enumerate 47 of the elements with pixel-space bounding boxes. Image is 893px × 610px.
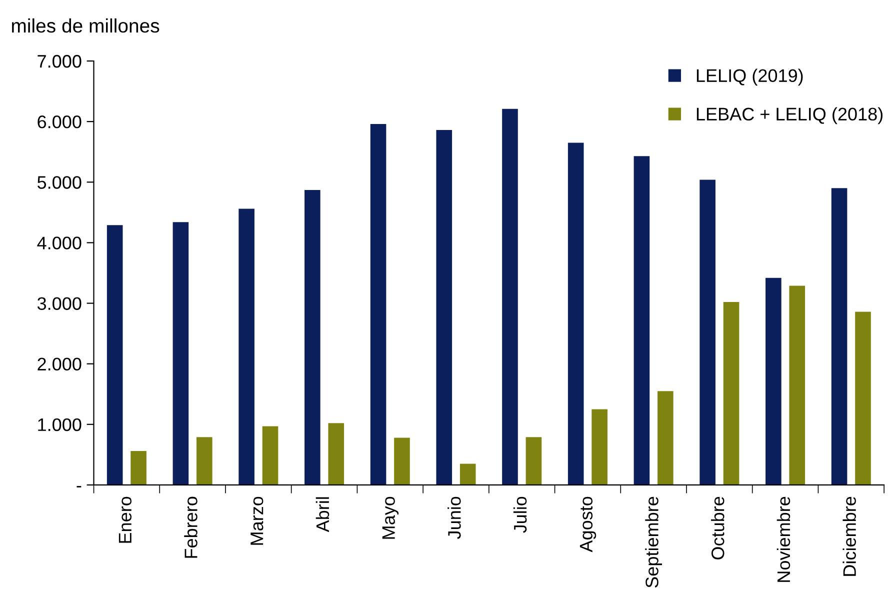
bar <box>328 423 344 485</box>
bar <box>394 438 410 485</box>
x-tick-label: Diciembre <box>842 496 856 576</box>
y-axis-title: miles de millones <box>12 18 160 33</box>
bar <box>766 278 782 485</box>
x-tick-label: Noviembre <box>776 496 790 582</box>
bar <box>526 437 542 485</box>
x-tick-label: Junio <box>448 496 461 539</box>
bar <box>700 180 716 485</box>
x-tick-label: Septiembre <box>645 496 662 588</box>
bar <box>196 437 212 485</box>
bar <box>592 409 608 485</box>
bar <box>634 156 650 485</box>
bar <box>460 464 476 485</box>
bar <box>658 391 674 485</box>
bar <box>238 208 254 485</box>
bar <box>370 124 386 485</box>
bar <box>262 426 278 485</box>
bar <box>568 142 584 485</box>
y-tick-label: 3.000 <box>37 297 82 310</box>
bar <box>723 302 740 485</box>
y-tick-label: 5.000 <box>38 176 82 189</box>
x-tick-label: Julio <box>513 496 527 533</box>
bar <box>855 312 871 485</box>
x-tick-label: Octubre <box>711 496 724 560</box>
bar <box>436 130 452 485</box>
x-tick-label: Abril <box>316 497 330 532</box>
x-tick-label: Enero <box>118 496 132 543</box>
bar <box>831 188 848 485</box>
x-tick-label: Agosto <box>580 496 596 552</box>
bar <box>172 222 189 485</box>
x-tick-label: Marzo <box>250 496 264 545</box>
y-tick-label: 2.000 <box>38 358 82 371</box>
bar <box>789 286 806 485</box>
legend-label: LELIQ (2019) <box>696 68 803 86</box>
x-tick-label: Febrero <box>184 496 198 558</box>
bar <box>502 108 518 485</box>
bar <box>304 190 320 485</box>
bar <box>106 225 123 485</box>
y-tick-label: 7.000 <box>38 54 82 68</box>
x-tick-label: Mayo <box>382 496 399 539</box>
legend-label: LEBAC + LELIQ (2018) <box>696 107 883 124</box>
y-tick-label: - <box>76 486 82 488</box>
bar <box>130 451 146 485</box>
y-tick-label: 1.000 <box>38 418 82 432</box>
y-tick-label: 6.000 <box>38 116 82 128</box>
y-tick-label: 4.000 <box>37 236 82 250</box>
